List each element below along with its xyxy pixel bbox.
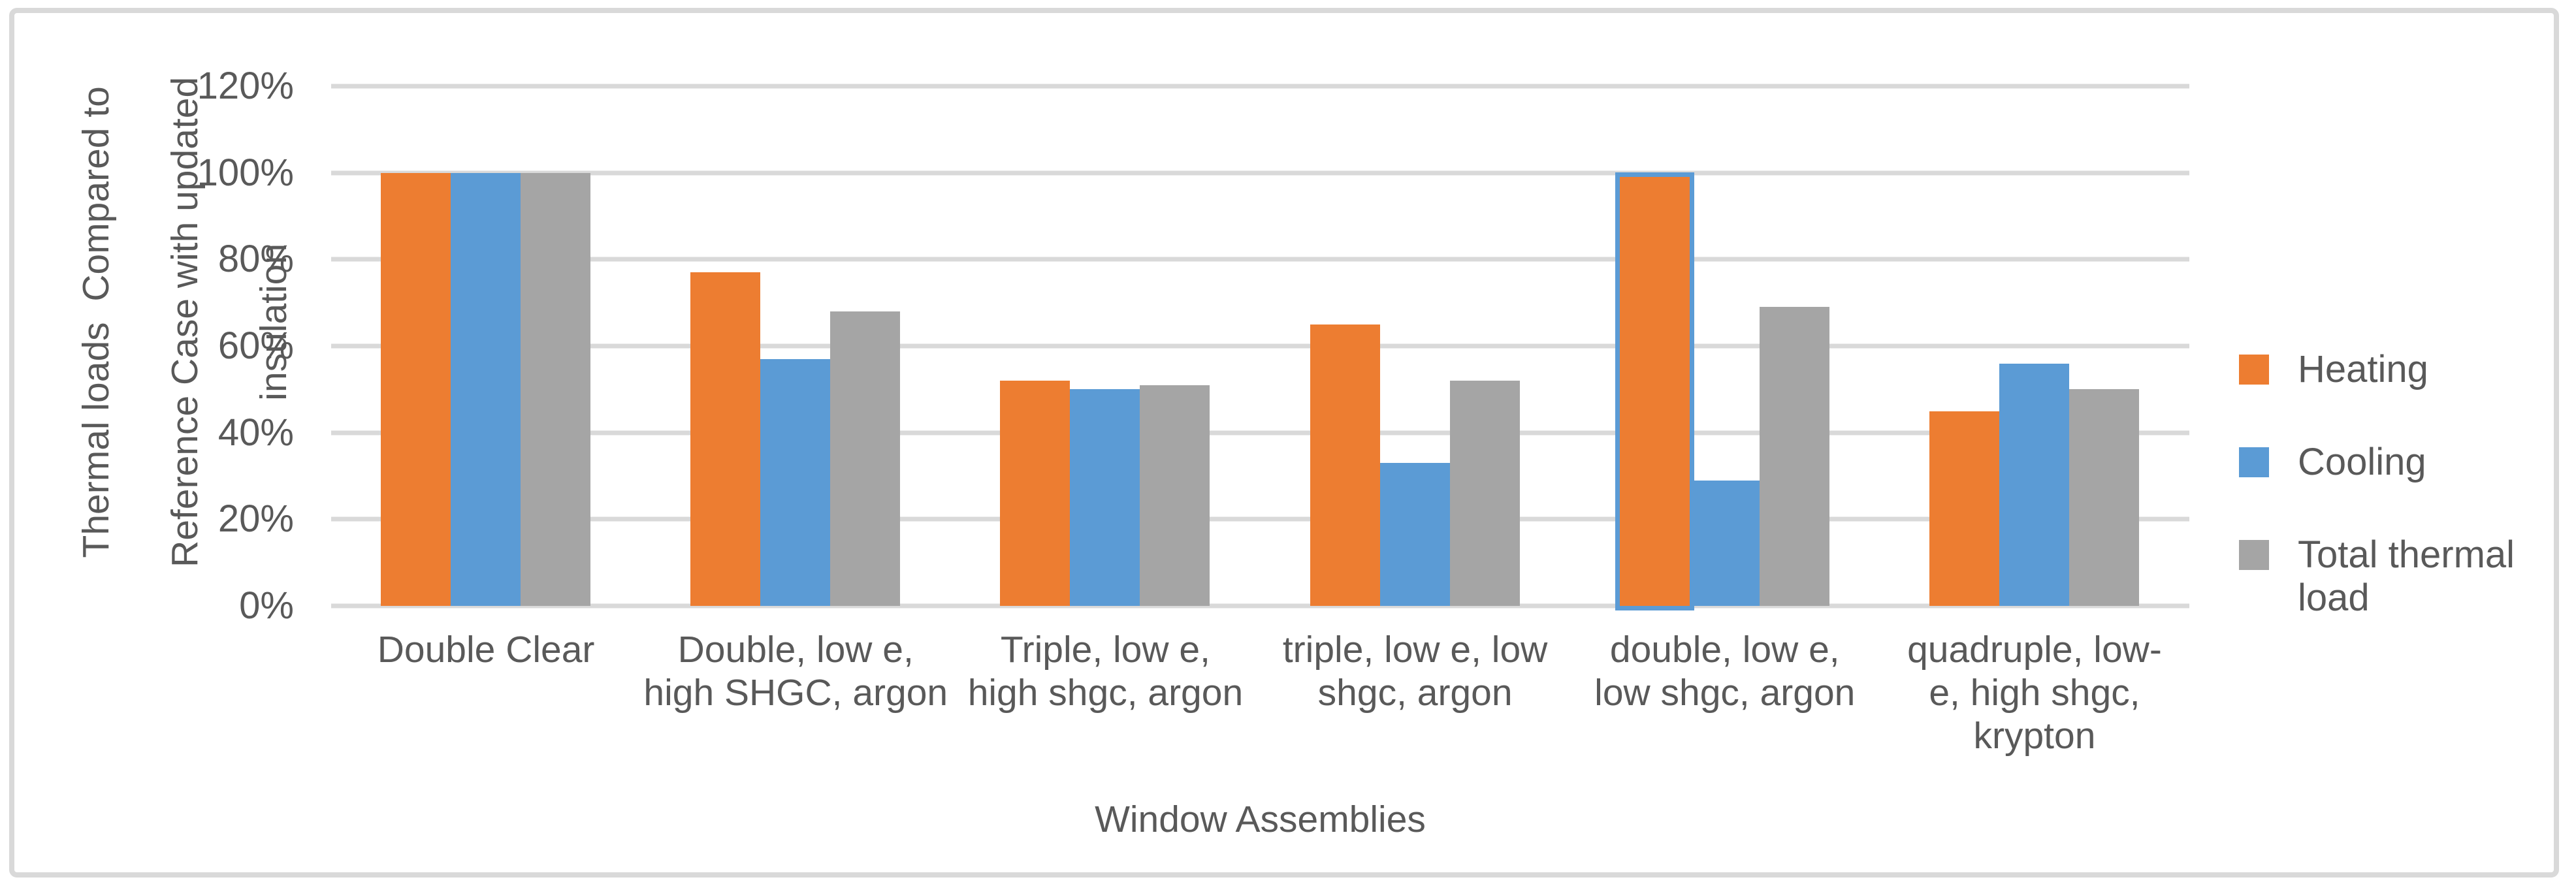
- bar-group: [950, 86, 1260, 606]
- legend-label: Cooling: [2298, 441, 2426, 483]
- category-labels: Double Clear Double, low e, high SHGC, ar…: [331, 628, 2189, 757]
- gridline: [331, 170, 2189, 176]
- y-tick-label: 20%: [217, 498, 294, 541]
- bar-total-thermal-load[interactable]: [521, 172, 590, 606]
- gridline: [331, 516, 2189, 522]
- bar-cooling[interactable]: [760, 358, 831, 606]
- legend-entry-total-thermal-load[interactable]: Total thermal load: [2239, 533, 2559, 620]
- bar-group: [641, 86, 950, 606]
- y-tick-label: 120%: [197, 65, 294, 107]
- legend-entry-heating[interactable]: Heating: [2239, 348, 2559, 391]
- bar-total-thermal-load[interactable]: [2069, 389, 2139, 606]
- bar-total-thermal-load[interactable]: [1449, 381, 1520, 606]
- legend-label: Heating: [2298, 348, 2428, 390]
- bar-heating[interactable]: [1310, 324, 1380, 606]
- bar-cooling[interactable]: [451, 172, 521, 606]
- legend-label: Total thermal load: [2298, 533, 2515, 619]
- category-label[interactable]: Double, low e, high SHGC, argon: [643, 629, 948, 714]
- category-label[interactable]: Double Clear: [377, 629, 595, 671]
- y-axis-title-line: Reference Case with updated: [164, 76, 206, 567]
- gridline: [331, 84, 2189, 89]
- category-label[interactable]: Triple, low e, high shgc, argon: [967, 629, 1244, 714]
- bar-total-thermal-load[interactable]: [1140, 385, 1210, 606]
- bar-group: [1570, 86, 1880, 610]
- bar-heating[interactable]: [1929, 411, 1999, 606]
- bar-total-thermal-load[interactable]: [1759, 307, 1829, 606]
- x-axis-line: [331, 603, 2189, 609]
- category-label[interactable]: double, low e, low shgc, argon: [1594, 629, 1856, 714]
- bar-group: [1261, 86, 1570, 606]
- bar-group: [1880, 86, 2189, 606]
- y-tick-label: 0%: [239, 584, 294, 627]
- plot-area[interactable]: [331, 84, 2189, 610]
- cooling-swatch-icon: [2239, 447, 2269, 477]
- gridline: [331, 430, 2189, 435]
- y-tick-label: 60%: [217, 324, 294, 367]
- y-tick-label: 100%: [197, 151, 294, 194]
- bar-cooling[interactable]: [1070, 389, 1140, 606]
- bar-heating[interactable]: [1615, 172, 1694, 610]
- bar-heating[interactable]: [381, 172, 451, 606]
- bar-cooling[interactable]: [1379, 463, 1450, 606]
- category-label[interactable]: triple, low e, low shgc, argon: [1282, 629, 1548, 714]
- total-thermal-load-swatch-icon: [2239, 540, 2269, 570]
- heating-swatch-icon: [2239, 355, 2269, 385]
- gridline: [331, 343, 2189, 349]
- category-label[interactable]: quadruple, low- e, high shgc, krypton: [1907, 629, 2162, 757]
- y-tick-label: 80%: [217, 238, 294, 281]
- bar-group: [331, 86, 641, 606]
- legend-entry-cooling[interactable]: Cooling: [2239, 441, 2559, 484]
- bar-cooling[interactable]: [1999, 363, 2069, 606]
- y-tick-label: 40%: [217, 411, 294, 454]
- x-axis-title[interactable]: Window Assemblies: [1095, 799, 1426, 840]
- bar-heating[interactable]: [1000, 381, 1071, 606]
- bar-cooling[interactable]: [1689, 480, 1760, 606]
- bar-total-thermal-load[interactable]: [830, 311, 901, 606]
- bar-heating[interactable]: [690, 272, 761, 606]
- gridline: [331, 257, 2189, 262]
